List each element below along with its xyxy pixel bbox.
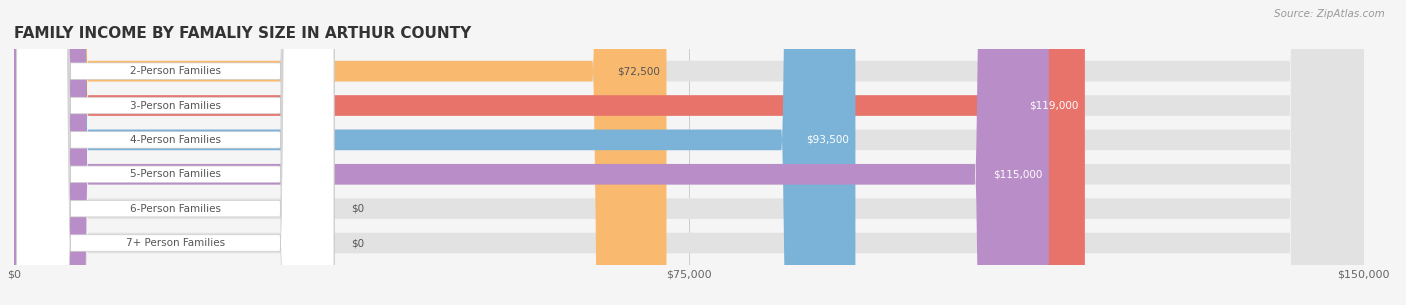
FancyBboxPatch shape xyxy=(14,0,1364,305)
FancyBboxPatch shape xyxy=(17,0,335,305)
Text: $72,500: $72,500 xyxy=(617,66,659,76)
Text: 2-Person Families: 2-Person Families xyxy=(129,66,221,76)
Text: $0: $0 xyxy=(352,204,364,213)
FancyBboxPatch shape xyxy=(14,0,1364,305)
FancyBboxPatch shape xyxy=(14,0,1364,305)
Text: $0: $0 xyxy=(352,238,364,248)
FancyBboxPatch shape xyxy=(14,0,855,305)
Text: Source: ZipAtlas.com: Source: ZipAtlas.com xyxy=(1274,9,1385,19)
FancyBboxPatch shape xyxy=(14,0,1364,305)
Text: 6-Person Families: 6-Person Families xyxy=(129,204,221,213)
FancyBboxPatch shape xyxy=(14,0,666,305)
Text: $93,500: $93,500 xyxy=(806,135,849,145)
FancyBboxPatch shape xyxy=(14,0,1049,305)
Text: 5-Person Families: 5-Person Families xyxy=(129,169,221,179)
Text: 3-Person Families: 3-Person Families xyxy=(129,101,221,110)
Text: FAMILY INCOME BY FAMALIY SIZE IN ARTHUR COUNTY: FAMILY INCOME BY FAMALIY SIZE IN ARTHUR … xyxy=(14,26,471,41)
FancyBboxPatch shape xyxy=(17,0,335,305)
FancyBboxPatch shape xyxy=(17,0,335,305)
Text: 4-Person Families: 4-Person Families xyxy=(129,135,221,145)
FancyBboxPatch shape xyxy=(14,0,1364,305)
Text: $119,000: $119,000 xyxy=(1029,101,1078,110)
FancyBboxPatch shape xyxy=(17,0,335,305)
Text: 7+ Person Families: 7+ Person Families xyxy=(125,238,225,248)
FancyBboxPatch shape xyxy=(14,0,1364,305)
FancyBboxPatch shape xyxy=(17,0,335,305)
FancyBboxPatch shape xyxy=(17,0,335,305)
Text: $115,000: $115,000 xyxy=(993,169,1042,179)
FancyBboxPatch shape xyxy=(14,0,1085,305)
